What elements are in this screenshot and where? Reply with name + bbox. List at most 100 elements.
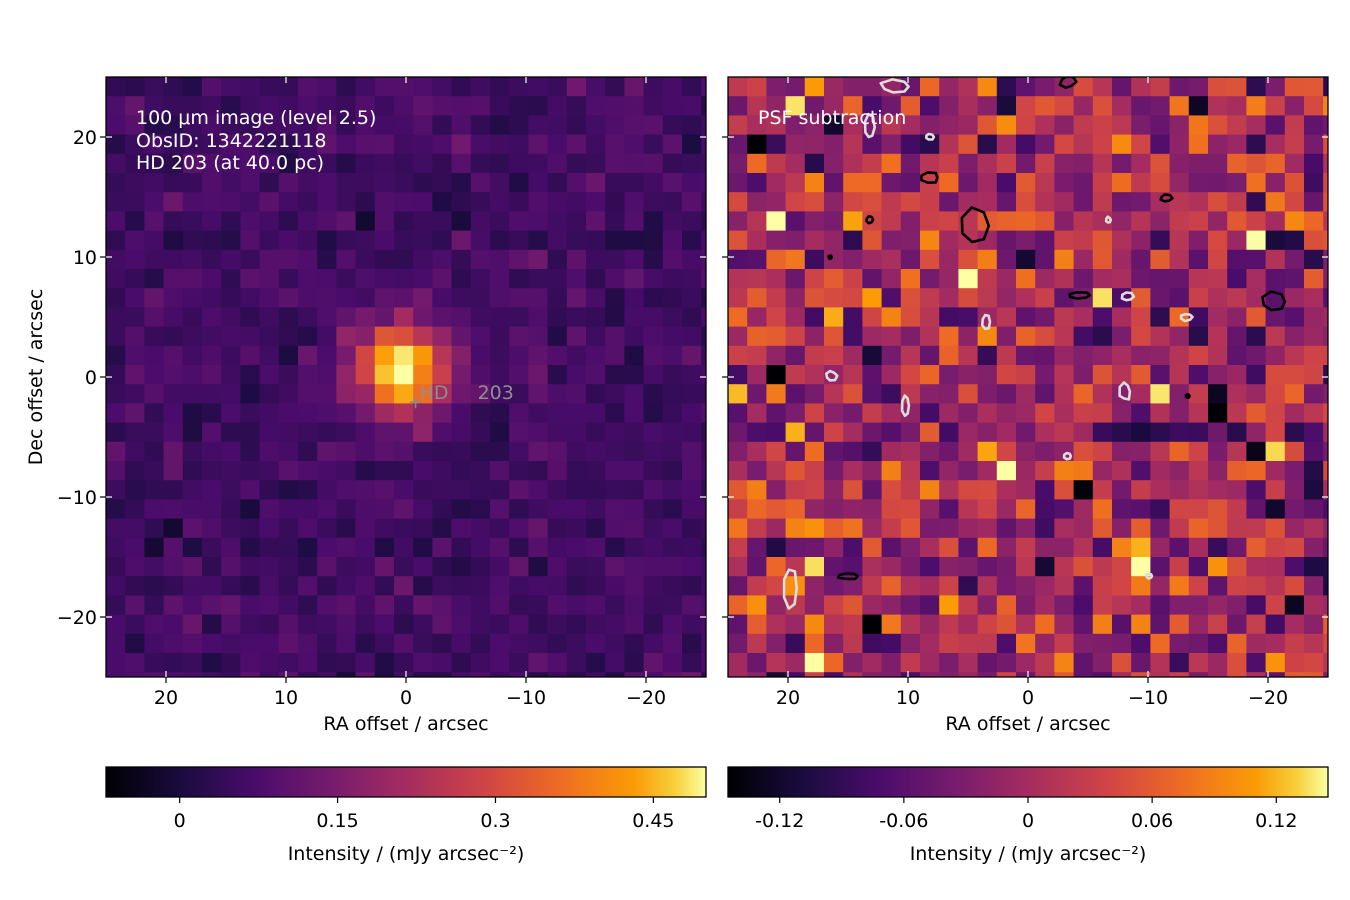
residual-pixel [1265,461,1286,481]
residual-pixel [766,461,787,481]
image-pixel [643,384,664,404]
image-pixel [298,595,318,616]
image-pixel [490,672,510,677]
residual-pixel [1323,230,1328,251]
residual-pixel [996,288,1017,308]
residual-pixel [824,557,844,577]
residual-pixel [977,153,998,174]
image-pixel [163,384,184,404]
residual-pixel [804,96,825,116]
residual-pixel [843,96,863,116]
residual-pixel [1227,211,1247,232]
residual-pixel [1342,154,1350,174]
residual-pixel [1304,134,1324,155]
image-pixel [259,269,280,289]
image-pixel [374,518,395,539]
image-pixel [317,365,337,385]
image-pixel [586,422,606,443]
residual-pixel [1169,115,1190,136]
image-pixel [394,326,414,347]
image-pixel [509,576,529,596]
image-pixel [163,653,184,673]
residual-pixel [1227,557,1247,577]
image-pixel [144,230,165,251]
residual-pixel [1016,365,1036,385]
residual-pixel [996,77,1017,97]
residual-pixel [920,230,940,251]
residual-pixel [1265,307,1286,328]
residual-pixel [766,230,787,251]
residual-pixel [1112,653,1132,673]
residual-pixel [977,653,998,673]
image-pixel [394,134,414,155]
image-pixel [394,557,414,577]
residual-pixel [766,192,787,212]
residual-pixel [996,345,1017,366]
image-pixel [374,288,395,308]
residual-pixel [881,422,902,443]
annotation-psf-subtraction: PSF subtraction [758,107,906,129]
residual-pixel [996,192,1017,212]
residual-pixel [1284,499,1305,520]
image-pixel [701,672,706,677]
residual-pixel [1150,77,1171,97]
residual-pixel [1131,307,1151,328]
image-pixel [528,422,549,443]
image-pixel [586,633,606,654]
residual-pixel [1188,192,1209,212]
image-pixel [566,288,587,308]
residual-pixel [1284,77,1305,97]
residual-pixel [939,461,959,481]
residual-pixel [1246,441,1267,462]
image-pixel [586,173,606,193]
image-pixel [259,557,280,577]
residual-pixel [1035,518,1055,539]
residual-pixel [804,422,825,443]
image-pixel [413,576,433,596]
image-pixel [259,173,280,193]
residual-pixel [920,441,940,462]
residual-pixel [804,614,825,635]
image-pixel [259,595,280,616]
image-pixel [298,461,318,481]
image-pixel [451,192,472,212]
residual-pixel [881,653,902,673]
annotation-target: HD 203 (at 40.0 pc) [136,152,324,174]
image-pixel [278,537,299,558]
residual-pixel [900,557,921,577]
residual-pixel [900,211,921,232]
residual-pixel [1092,345,1113,366]
residual-pixel [747,480,767,500]
residual-pixel [862,403,883,424]
image-pixel [624,403,645,424]
image-pixel [528,653,549,673]
residual-pixel [1246,211,1267,232]
residual-pixel [1131,269,1151,289]
residual-pixel [1265,153,1286,174]
image-pixel [413,672,433,677]
residual-pixel [1323,633,1328,654]
residual-pixel [804,537,825,558]
image-pixel [682,345,702,366]
image-pixel [163,249,184,270]
image-pixel [317,499,337,520]
annotation-wavelength: 100 μm image (level 2.5) [136,107,376,129]
residual-pixel [1323,518,1328,539]
image-pixel [336,653,357,673]
image-pixel [202,576,222,596]
image-pixel [682,441,702,462]
residual-pixel [1284,653,1305,673]
image-pixel [413,307,433,328]
residual-pixel [843,211,863,232]
residual-pixel [1169,326,1190,347]
residual-pixel [1304,441,1324,462]
residual-pixel [1073,633,1094,654]
residual-pixel [939,307,959,328]
image-pixel [336,595,357,616]
residual-pixel [900,192,921,212]
image-pixel [509,672,529,677]
image-pixel [547,461,568,481]
residual-pixel [785,230,806,251]
residual-pixel [728,115,748,136]
residual-pixel [804,230,825,251]
